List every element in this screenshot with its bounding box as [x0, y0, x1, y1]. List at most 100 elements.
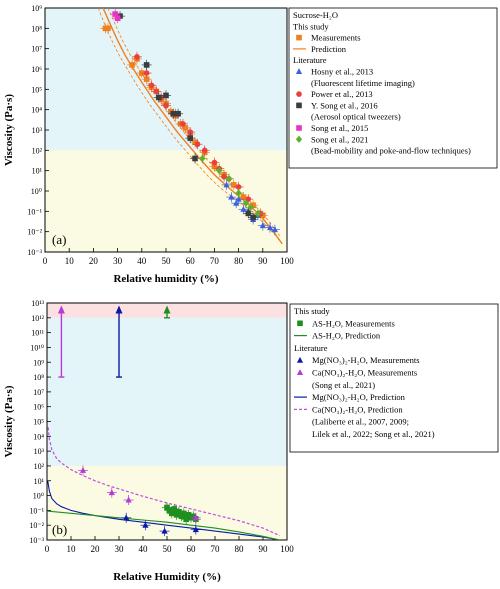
data-point: [129, 62, 135, 68]
legend-heading: This study: [293, 21, 329, 31]
x-tick-label: 60: [186, 256, 196, 266]
data-point: [163, 102, 169, 109]
data-point: [230, 182, 237, 188]
background-band: [45, 8, 287, 151]
y-tick-label: 10³: [34, 447, 45, 456]
lower-bound-arrowhead: [115, 305, 123, 314]
y-tick-label: 10⁷: [31, 45, 42, 54]
x-tick-label: 60: [187, 544, 197, 554]
data-point: [194, 141, 201, 148]
data-point: [225, 175, 232, 183]
data-point: [192, 155, 198, 162]
y-tick-label: 10⁻³: [27, 248, 42, 257]
data-point: [192, 139, 198, 145]
x-tick-label: 0: [45, 544, 50, 554]
prediction-curve: [107, 8, 281, 236]
data-point: [266, 224, 274, 231]
data-point: [192, 526, 199, 533]
data-point: [123, 514, 130, 521]
legend-marker: [296, 369, 304, 376]
panel-label: (b): [52, 522, 67, 537]
legend-label: AS-H₂O, Measurements: [312, 318, 395, 328]
data-point: [143, 62, 150, 68]
background-band: [47, 317, 287, 466]
y-axis-label: Viscosity (Pa·s): [3, 94, 15, 166]
data-point: [183, 516, 189, 523]
y-tick-label: 10¹: [34, 477, 45, 486]
x-tick-label: 70: [211, 544, 221, 554]
legend: This study AS-H₂O, Measurements AS-H₂O, Pr…: [289, 303, 499, 453]
x-tick-label: 40: [139, 544, 149, 554]
data-point: [142, 521, 149, 528]
data-point: [171, 506, 177, 512]
data-point: [223, 181, 230, 188]
panel-b: 0 10 20 30 40 50 60 70 80 90 100 10⁻³ 10⁻² 10⁻¹ 10⁰ 10¹…: [3, 299, 499, 583]
data-point: [211, 159, 218, 166]
x-tick-label: 70: [210, 256, 220, 266]
data-point: [108, 489, 115, 496]
y-tick-label: 10²: [32, 146, 43, 155]
data-point: [163, 92, 169, 99]
data-point: [201, 147, 208, 154]
data-point: [247, 203, 254, 211]
x-tick-label: 20: [91, 544, 101, 554]
y-tick-label: 10⁵: [31, 85, 42, 94]
y-tick-label: 10⁶: [33, 403, 44, 412]
data-point: [187, 129, 193, 135]
y-tick-label: 10⁻³: [29, 536, 44, 545]
legend-heading: Literature: [293, 55, 327, 65]
legend-label: AS-H₂O, Prediction: [312, 331, 381, 341]
legend-marker: [296, 102, 302, 109]
data-point: [192, 514, 199, 521]
data-point: [235, 184, 242, 190]
data-point: [250, 202, 256, 209]
legend-label: Ca(NO₃)₂-H₂O, Prediction: [312, 404, 403, 414]
data-point: [181, 510, 187, 517]
data-point: [125, 496, 132, 503]
legend-heading: Literature: [294, 343, 328, 353]
lower-bound-arrowhead: [163, 305, 171, 314]
data-point: [271, 226, 278, 233]
legend-note: (Song et al., 2021): [312, 380, 375, 390]
panel-a: 0 10 20 30 40 50 60 70 80 90 100 10⁻³ 10⁻² 10⁻¹ 10⁰ 10¹…: [3, 4, 498, 285]
prediction-curve: [47, 480, 280, 540]
legend-box: [289, 303, 499, 453]
data-point: [153, 88, 160, 95]
data-point: [199, 154, 206, 163]
legend-marker: [295, 68, 303, 75]
data-point: [245, 196, 252, 202]
data-point: [242, 199, 249, 207]
y-tick-label: 10⁻¹: [27, 207, 42, 216]
prediction-curve: [97, 8, 280, 241]
data-point: [185, 512, 192, 518]
data-point: [173, 512, 180, 518]
data-point: [161, 527, 168, 534]
legend-box: [288, 7, 498, 169]
legend-label: Mg(NO₃)₂-H₂O, Measurements: [312, 355, 420, 365]
data-point: [216, 167, 223, 175]
legend-label: Ca(NO₃)₂-H₂O, Measurements: [312, 368, 417, 378]
data-point: [180, 121, 186, 127]
prediction-curve: [47, 510, 280, 540]
y-tick-label: 10³: [32, 126, 43, 135]
data-point: [105, 25, 111, 32]
legend-label: Hosny et al., 2013: [311, 67, 373, 77]
y-tick-label: 10⁻²: [27, 228, 42, 237]
plot-area: [97, 8, 283, 245]
y-tick-label: 10¹²: [31, 314, 44, 323]
panel-label: (a): [52, 232, 66, 247]
legend-marker: [295, 135, 303, 143]
legend-marker: [296, 34, 302, 41]
data-point: [240, 194, 247, 200]
x-tick-label: 80: [235, 544, 245, 554]
x-tick-label: 20: [89, 256, 99, 266]
data-point: [79, 467, 87, 473]
legend-heading: This study: [294, 306, 330, 316]
data-point: [155, 94, 162, 101]
data-point: [112, 11, 118, 17]
data-point: [233, 199, 240, 206]
legend-label: Measurements: [311, 33, 361, 43]
y-tick-label: 10⁹: [33, 358, 44, 367]
data-point: [254, 209, 262, 218]
